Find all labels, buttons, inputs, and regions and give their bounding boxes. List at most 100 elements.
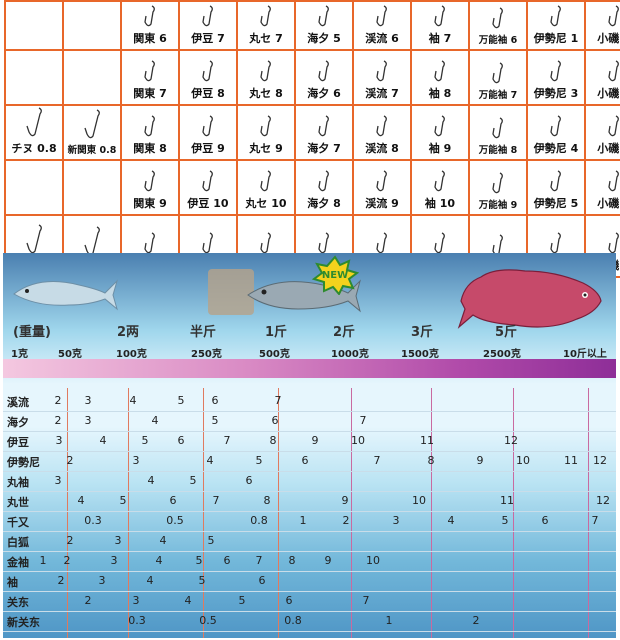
hook-label: 万能袖 6 (478, 35, 518, 46)
hook-size-value: 9 (341, 494, 349, 507)
hook-size-value: 7 (255, 554, 263, 567)
hook-label: 新関東 0.8 (67, 145, 117, 156)
hook-label: 袖 9 (428, 142, 452, 155)
hook-size-value: 8 (263, 494, 271, 507)
weight-gradient-bar (3, 359, 616, 378)
hook-label: 関東 9 (133, 197, 167, 210)
hook-cell: 海夕 6 (294, 49, 354, 106)
hook-cell: 伊豆 9 (178, 104, 238, 161)
hook-size-value: 0.5 (166, 514, 184, 527)
fish-hook-icon (202, 60, 213, 82)
hook-cell: 万能袖 7 (468, 49, 528, 106)
hook-size-value: 7 (274, 394, 282, 407)
hook-size-value: 0.3 (128, 614, 146, 627)
hook-size-value: 11 (500, 494, 514, 507)
hook-cell: 伊勢尼 5 (526, 159, 586, 216)
hook-size-value: 4 (155, 554, 163, 567)
hook-label: 渓流 9 (365, 197, 399, 210)
hook-size-value: 0.3 (84, 514, 102, 527)
fish-hook-icon (492, 62, 503, 84)
hook-type-label: 白狐 (7, 536, 29, 549)
hook-cell: 小磯 5 (584, 159, 620, 216)
hook-size-value: 2 (54, 414, 62, 427)
hook-size-value: 1 (39, 554, 47, 567)
fish-hook-icon (202, 170, 213, 192)
fish-hook-icon (608, 5, 619, 27)
hook-cell: 丸セ 9 (236, 104, 296, 161)
hook-size-value: 3 (98, 574, 106, 587)
hook-size-value: 6 (223, 554, 231, 567)
fish-hook-icon (376, 115, 387, 137)
fish-hook-icon (84, 109, 100, 139)
size-table-row: 白狐 2 3 4 5 (3, 532, 616, 552)
hook-cell: 渓流 6 (352, 0, 412, 51)
weight-size-chart: NEW (重量) 2两 半斤 1斤 2斤 3斤 5斤 1克 50克 100克 2… (3, 253, 616, 638)
hook-cell: 袖 9 (410, 104, 470, 161)
hook-size-value: 2 (63, 554, 71, 567)
fish-hook-icon (26, 107, 42, 137)
fish-hook-icon (144, 60, 155, 82)
hook-size-value: 3 (84, 394, 92, 407)
hook-label: 伊勢尼 4 (533, 142, 579, 155)
fish-hook-icon (434, 232, 445, 254)
hook-type-label: 伊勢尼 (7, 456, 40, 469)
hook-size-value: 3 (84, 414, 92, 427)
hook-size-value: 9 (311, 434, 319, 447)
hook-cell (62, 159, 122, 216)
hook-cell: 小磯 3 (584, 49, 620, 106)
hook-size-value: 3 (392, 514, 400, 527)
hook-label: 伊豆 7 (191, 32, 225, 45)
hook-size-value: 7 (212, 494, 220, 507)
gram-label: 250克 (191, 349, 222, 360)
hook-type-label: 金袖 (7, 556, 29, 569)
divider-line (67, 388, 68, 638)
hook-cell: 伊豆 7 (178, 0, 238, 51)
hook-size-value: 4 (77, 494, 85, 507)
hook-grid-row: チヌ 0.8 新関東 0.8 関東 8 伊豆 9 丸セ 9 海夕 7 渓流 8 袖 9 万能袖 … (4, 104, 620, 161)
hook-size-value: 0.5 (199, 614, 217, 627)
hook-size-value: 8 (288, 554, 296, 567)
hook-type-label: 溪流 (7, 396, 29, 409)
hook-size-value: 4 (184, 594, 192, 607)
divider-line (128, 388, 129, 638)
fish-hook-icon (144, 232, 155, 254)
hook-size-value: 10 (351, 434, 365, 447)
fish-hook-icon (318, 170, 329, 192)
hook-size-value: 10 (516, 454, 530, 467)
hook-size-value: 2 (66, 534, 74, 547)
hook-size-value: 6 (541, 514, 549, 527)
weight-label: 2两 (117, 325, 140, 340)
hook-cell: 関東 9 (120, 159, 180, 216)
hook-label: 関東 8 (133, 142, 167, 155)
divider-line (203, 388, 204, 638)
fish-hook-icon (318, 232, 329, 254)
hook-cell: 関東 7 (120, 49, 180, 106)
new-badge-icon: NEW (311, 255, 359, 295)
fish-hook-icon (608, 115, 619, 137)
fish-hook-icon (260, 5, 271, 27)
hook-cell: 丸セ 7 (236, 0, 296, 51)
hook-size-value: 4 (99, 434, 107, 447)
fish-hook-icon (202, 115, 213, 137)
hook-cell: 伊勢尼 4 (526, 104, 586, 161)
hook-size-value: 2 (342, 514, 350, 527)
hook-cell (4, 159, 64, 216)
hook-size-value: 0.8 (284, 614, 302, 627)
hook-size-value: 5 (189, 474, 197, 487)
hook-cell: 袖 8 (410, 49, 470, 106)
hook-cell: 海夕 5 (294, 0, 354, 51)
hook-cell: 袖 10 (410, 159, 470, 216)
hook-label: 伊勢尼 1 (533, 32, 579, 45)
hook-cell: 渓流 7 (352, 49, 412, 106)
fish-hook-icon (434, 5, 445, 27)
hook-size-value: 3 (132, 594, 140, 607)
fish-hook-icon (550, 232, 561, 254)
hook-size-value: 6 (301, 454, 309, 467)
hook-size-value: 12 (593, 454, 607, 467)
size-table-row: 关东 2 3 4 5 6 7 (3, 592, 616, 612)
fish-hook-icon (376, 60, 387, 82)
hook-cell: 渓流 9 (352, 159, 412, 216)
fish-hook-icon (550, 5, 561, 27)
hook-type-label: 伊豆 (7, 436, 29, 449)
fish-hook-icon (144, 170, 155, 192)
